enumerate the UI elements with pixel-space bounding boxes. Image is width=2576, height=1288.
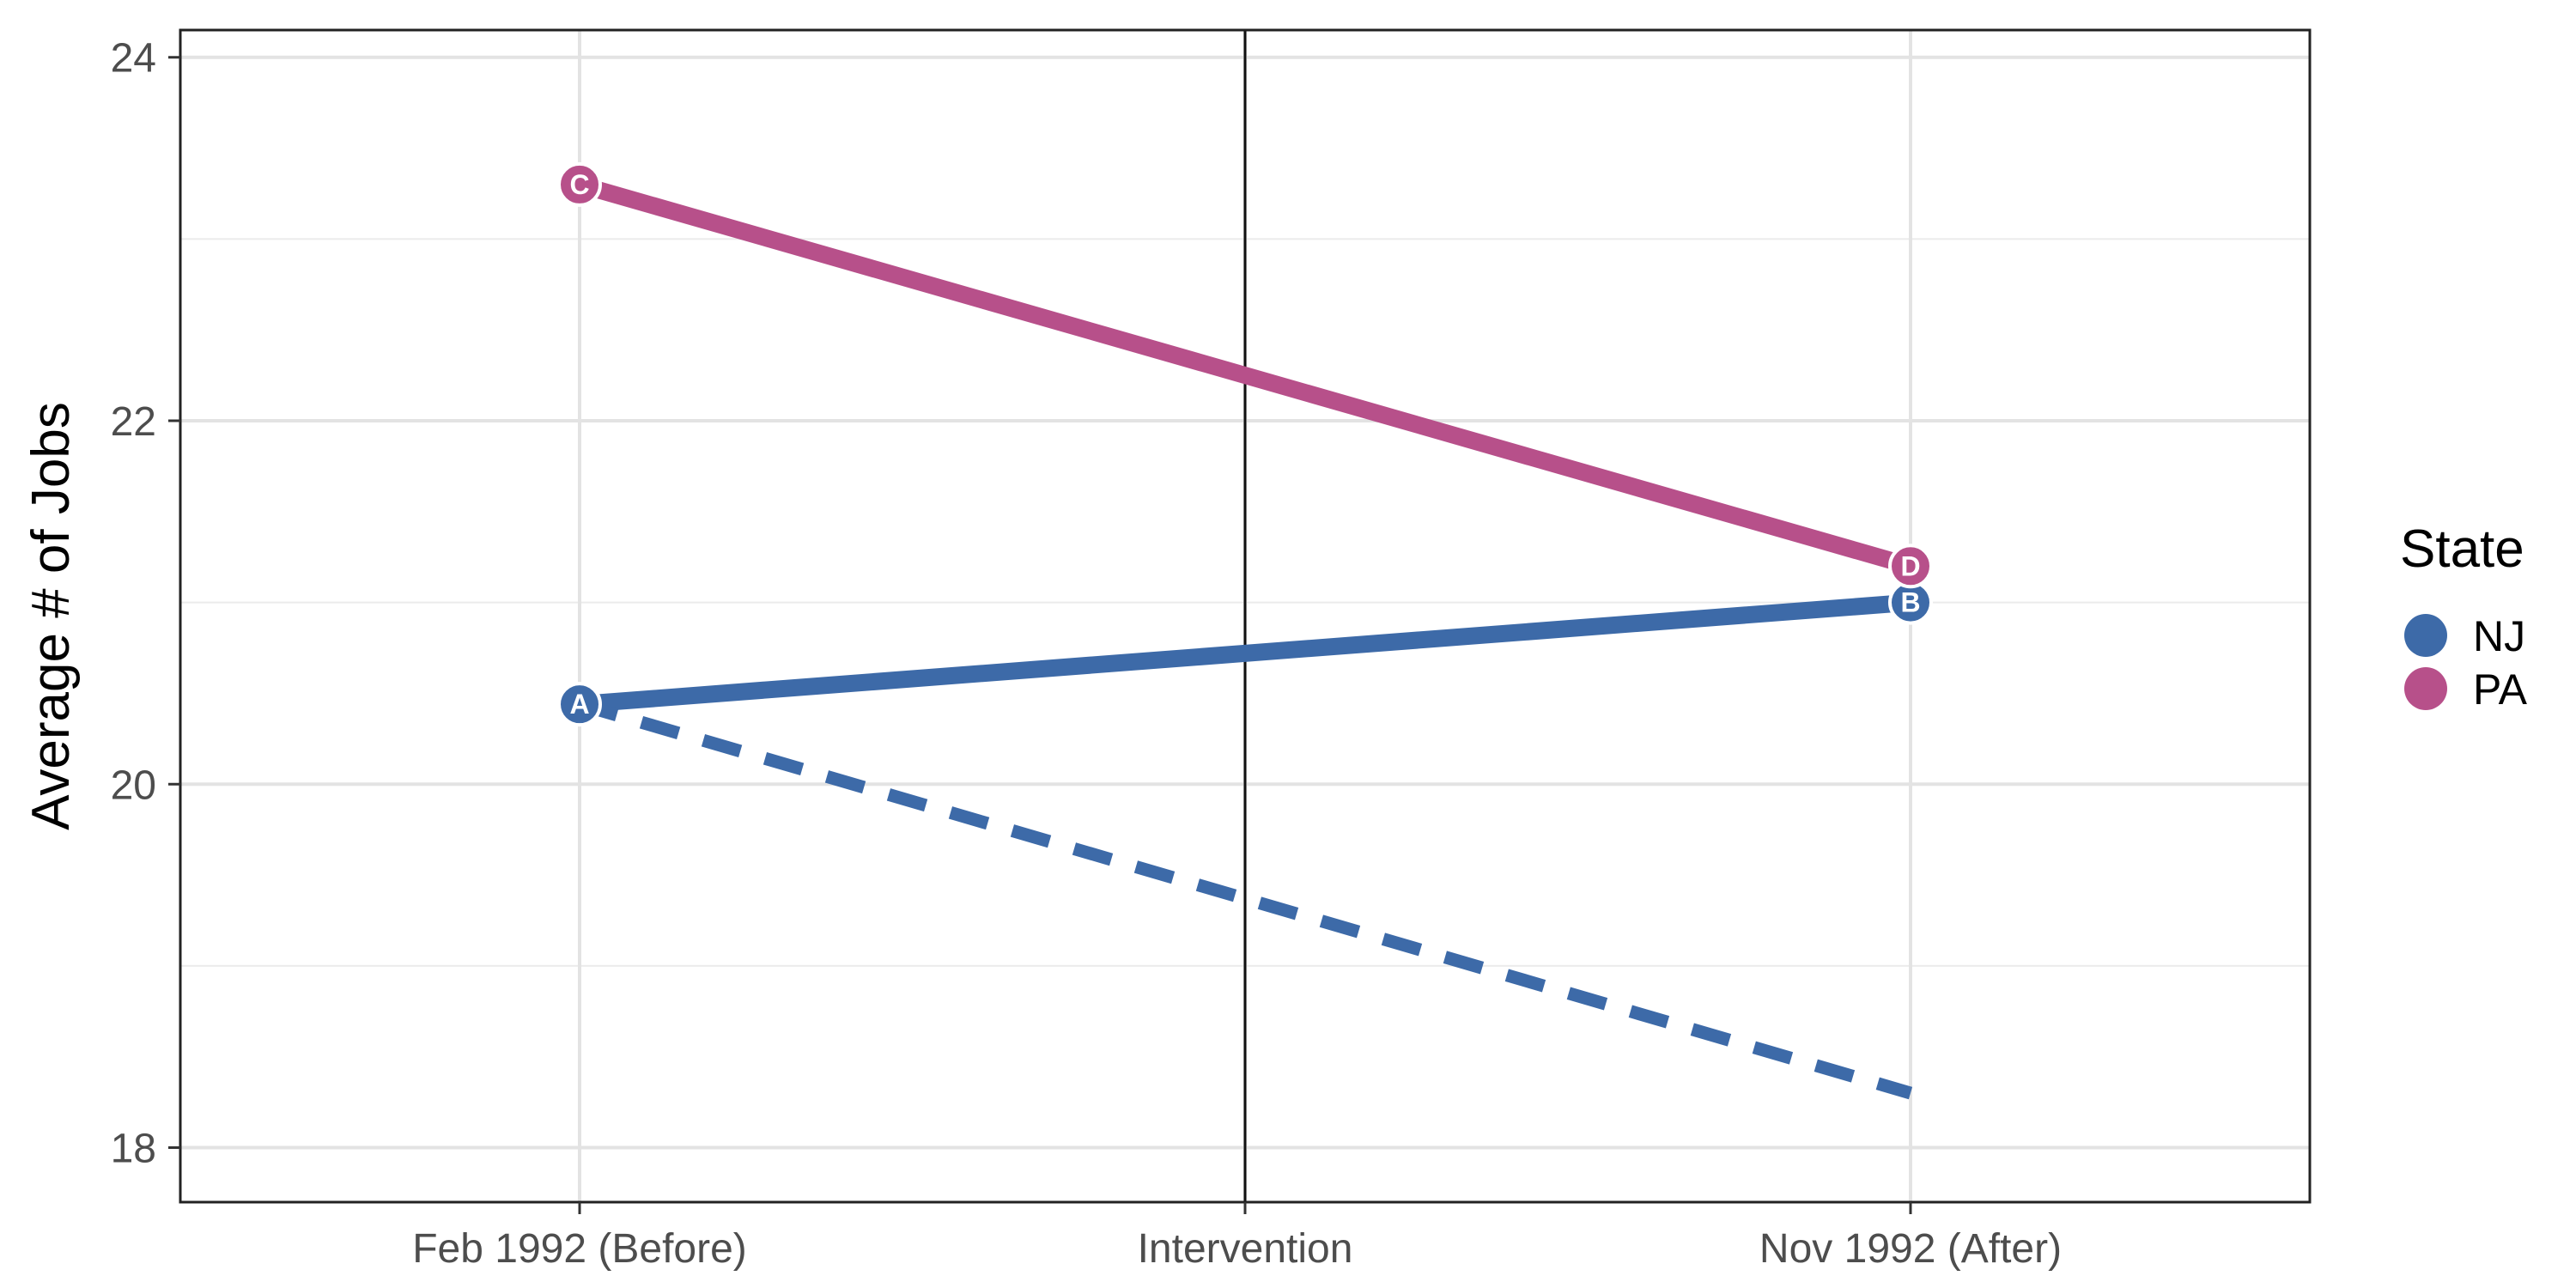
x-tick-label: Nov 1992 (After) xyxy=(1759,1226,2062,1272)
legend-label-pa: PA xyxy=(2473,665,2528,714)
series-line-nj-counterfactual xyxy=(577,697,1913,1100)
legend-key-nj xyxy=(2404,614,2447,657)
legend-title: State xyxy=(2400,519,2524,579)
data-label-d: D xyxy=(1900,550,1920,581)
x-tick-label: Intervention xyxy=(1138,1226,1353,1272)
y-tick-label: 22 xyxy=(111,399,156,445)
data-label-b: B xyxy=(1900,587,1920,618)
series-line-nj xyxy=(579,593,1911,714)
y-tick-label: 24 xyxy=(111,36,156,82)
data-point-c xyxy=(557,161,602,207)
y-tick-label: 20 xyxy=(111,762,156,808)
legend-label-nj: NJ xyxy=(2473,612,2525,660)
y-axis-title: Average # of Jobs xyxy=(21,402,81,830)
data-point-a xyxy=(557,682,602,727)
data-label-a: A xyxy=(569,689,589,720)
x-tick-label: Feb 1992 (Before) xyxy=(412,1226,747,1272)
series-line-pa xyxy=(577,176,1913,574)
y-tick-label: 18 xyxy=(111,1127,156,1172)
data-point-d xyxy=(1888,544,1933,589)
legend-key-pa xyxy=(2404,667,2447,710)
data-label-c: C xyxy=(569,169,589,200)
